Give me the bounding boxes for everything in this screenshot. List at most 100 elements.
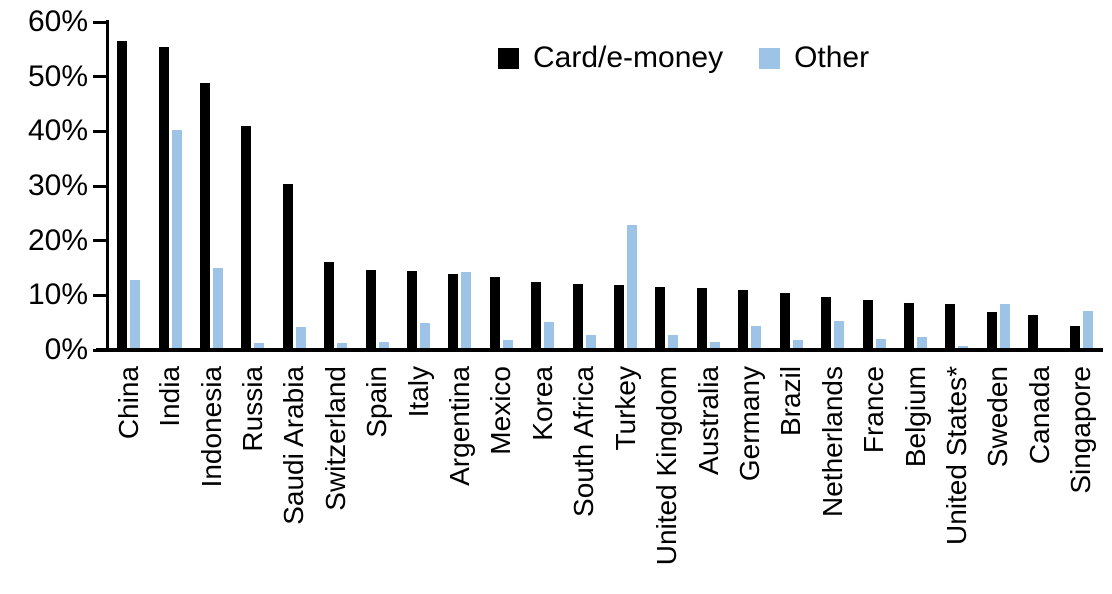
- bar-group: [315, 22, 356, 348]
- x-axis-category-label: Mexico: [485, 366, 517, 455]
- bar-card: [365, 270, 376, 348]
- x-axis-category-label: Singapore: [1065, 366, 1097, 494]
- bar-card: [779, 292, 790, 348]
- legend-label-card: Card/e-money: [533, 41, 724, 74]
- x-axis-category-label: Canada: [1023, 366, 1055, 465]
- bar-other: [171, 130, 182, 348]
- x-axis-category-label: Saudi Arabia: [278, 366, 310, 525]
- bar-card: [986, 312, 997, 348]
- y-axis-tick-label: 0%: [44, 333, 88, 366]
- bar-other: [544, 322, 555, 348]
- bar-card: [655, 287, 666, 348]
- bar-other: [875, 338, 886, 348]
- bar-card: [407, 270, 418, 348]
- x-axis-category-label: Italy: [402, 366, 434, 418]
- bar-group: [274, 22, 315, 348]
- y-axis-tick-label: 60%: [27, 5, 88, 38]
- x-axis-category-label: Belgium: [899, 366, 931, 468]
- bar-other: [585, 334, 596, 348]
- bar-other: [502, 340, 513, 348]
- bar-card: [903, 302, 914, 348]
- bar-card: [862, 299, 873, 348]
- y-axis-tick: [93, 75, 106, 79]
- bar-group: [646, 22, 687, 348]
- bar-group: [1019, 22, 1060, 348]
- y-axis-tick: [93, 293, 106, 297]
- plot-area: [108, 22, 1102, 348]
- bar-group: [149, 22, 190, 348]
- bar-other: [999, 303, 1010, 348]
- bar-other: [958, 346, 969, 348]
- bar-group: [605, 22, 646, 348]
- y-axis-tick-label: 20%: [27, 223, 88, 257]
- bar-group: [398, 22, 439, 348]
- bar-card: [531, 281, 542, 348]
- x-axis-category-label: Russia: [236, 366, 268, 452]
- bar-card: [572, 283, 583, 348]
- bar-card: [324, 262, 335, 348]
- bar-group: [191, 22, 232, 348]
- bar-other: [834, 320, 845, 348]
- bar-other: [254, 342, 265, 348]
- bar-card: [821, 297, 832, 348]
- y-axis-tick-label: 10%: [27, 278, 88, 312]
- bar-other: [668, 335, 679, 348]
- bar-card: [200, 82, 211, 348]
- other-series-swatch-icon: [759, 47, 781, 69]
- x-axis-category-label: Sweden: [982, 366, 1014, 468]
- x-axis-category-label: Spain: [361, 366, 393, 438]
- x-axis-category-label: Korea: [526, 366, 558, 441]
- bar-group: [356, 22, 397, 348]
- bar-group: [936, 22, 977, 348]
- y-axis-tick-label: 40%: [27, 114, 88, 148]
- bar-card: [738, 289, 749, 348]
- x-axis-category-label: United States*: [941, 366, 973, 545]
- legend: Card/e-money Other: [498, 42, 869, 74]
- bar-card: [696, 288, 707, 348]
- x-axis-category-label: France: [858, 366, 890, 454]
- x-axis-category-label: Turkey: [609, 366, 641, 451]
- bar-other: [130, 280, 141, 348]
- x-axis-category-label: China: [112, 366, 144, 440]
- bar-card: [117, 40, 128, 348]
- bar-group: [563, 22, 604, 348]
- bar-other: [627, 225, 638, 348]
- y-axis-tick: [93, 129, 106, 133]
- bar-group: [771, 22, 812, 348]
- legend-item-card: Card/e-money: [498, 42, 723, 74]
- bar-group: [729, 22, 770, 348]
- card-series-swatch-icon: [498, 47, 519, 69]
- x-axis-category-label: South Africa: [568, 366, 600, 517]
- bar-other: [295, 326, 306, 348]
- bar-card: [158, 46, 169, 348]
- x-axis-category-label: Argentina: [444, 366, 476, 486]
- bar-group: [1060, 22, 1101, 348]
- bar-group: [108, 22, 149, 348]
- x-axis-category-label: Indonesia: [195, 366, 227, 488]
- bar-other: [337, 343, 348, 348]
- x-axis-category-label: India: [154, 366, 186, 427]
- bar-group: [978, 22, 1019, 348]
- bar-card: [945, 304, 956, 348]
- y-axis-tick-label: 50%: [27, 59, 88, 93]
- bar-card: [241, 126, 252, 348]
- legend-item-other: Other: [759, 42, 869, 74]
- y-axis-line: [106, 20, 109, 352]
- x-axis-labels: China India Indonesia Russia Saudi Arabia Swi…: [108, 366, 1102, 594]
- bar-group: [812, 22, 853, 348]
- legend-label-other: Other: [794, 41, 870, 74]
- bar-group: [522, 22, 563, 348]
- bar-other: [916, 336, 927, 348]
- bar-other: [751, 325, 762, 348]
- bar-group: [895, 22, 936, 348]
- x-axis-category-label: Switzerland: [319, 366, 351, 511]
- bar-card: [282, 184, 293, 348]
- x-axis-category-label: Netherlands: [816, 366, 848, 517]
- y-axis-tick: [93, 184, 106, 188]
- bar-other: [709, 342, 720, 348]
- bar-group: [439, 22, 480, 348]
- bar-card: [489, 276, 500, 348]
- y-axis-tick: [93, 20, 106, 24]
- bar-group: [481, 22, 522, 348]
